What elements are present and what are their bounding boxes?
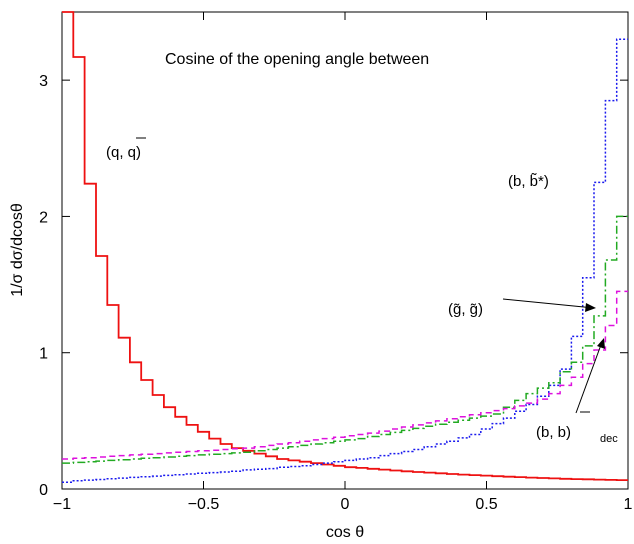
y-tick-label: 3 bbox=[39, 73, 48, 90]
y-axis-ticks: 0 1 2 3 bbox=[39, 73, 628, 499]
annotation-gluino-arrow bbox=[502, 298, 595, 309]
annotation-b-bbar-dec-label: (b, b) bbox=[536, 424, 571, 441]
chart-title: Cosine of the opening angle between bbox=[165, 51, 429, 68]
y-tick-label: 0 bbox=[39, 482, 48, 499]
annotation-gluino-label: (g̃, g̃) bbox=[448, 301, 483, 318]
annotation-b-bbar-dec-arrowhead bbox=[597, 338, 605, 349]
annotation-b-bbar-dec-subscript: dec bbox=[600, 433, 618, 445]
annotation-b-bbar-dec: (b, b) dec bbox=[536, 338, 618, 445]
x-axis-ticks: −1 −0.5 0 0.5 1 bbox=[53, 12, 633, 513]
annotation-gluino-arrowhead bbox=[585, 303, 596, 312]
y-tick-label: 1 bbox=[39, 346, 48, 363]
annotation-b-bbar-dec-arrow bbox=[575, 341, 603, 414]
x-tick-label: 1 bbox=[624, 496, 633, 513]
x-tick-label: −1 bbox=[53, 496, 71, 513]
series-3-line bbox=[62, 215, 628, 464]
annotation-b-bstar-label: (b, b̃*) bbox=[508, 173, 549, 190]
series-layer bbox=[62, 11, 628, 483]
series-4-line bbox=[62, 290, 628, 460]
annotation-b-bstar: (b, b̃*) bbox=[508, 173, 549, 190]
series-1-line bbox=[62, 11, 628, 481]
annotation-gluino: (g̃, g̃) bbox=[448, 298, 596, 318]
x-tick-label: 0.5 bbox=[475, 496, 497, 513]
annotation-q-qbar: (q, q) bbox=[106, 137, 146, 161]
y-tick-label: 2 bbox=[39, 209, 48, 226]
x-tick-label: −0.5 bbox=[188, 496, 220, 513]
series-2-line bbox=[62, 38, 628, 483]
x-tick-label: 0 bbox=[341, 496, 350, 513]
y-axis-title: 1/σ dσ/dcosθ bbox=[9, 203, 26, 297]
annotation-q-qbar-label: (q, q) bbox=[106, 144, 141, 161]
plot-frame bbox=[61, 11, 629, 490]
x-axis-title: cos θ bbox=[326, 524, 364, 541]
